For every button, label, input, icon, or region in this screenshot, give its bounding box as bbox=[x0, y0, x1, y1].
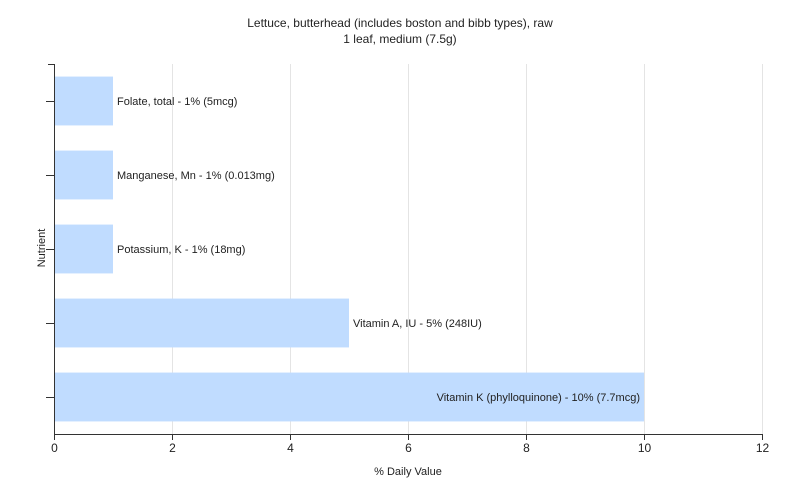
y-axis-label: Nutrient bbox=[36, 228, 48, 268]
data-label: Vitamin A, IU - 5% (248IU) bbox=[353, 318, 482, 330]
data-label: Vitamin K (phylloquinone) - 10% (7.7mcg) bbox=[437, 392, 640, 404]
x-tick-label: 0 bbox=[51, 441, 58, 455]
chart-title: Lettuce, butterhead (includes boston and… bbox=[247, 16, 553, 30]
data-label: Folate, total - 1% (5mcg) bbox=[117, 96, 237, 108]
x-tick-label: 12 bbox=[756, 441, 770, 455]
bar bbox=[55, 298, 349, 348]
bar bbox=[55, 76, 113, 126]
bar bbox=[55, 224, 113, 274]
bar bbox=[55, 372, 644, 422]
chart-subtitle: 1 leaf, medium (7.5g) bbox=[343, 32, 457, 46]
x-tick-label: 10 bbox=[638, 441, 652, 455]
data-label: Manganese, Mn - 1% (0.013mg) bbox=[117, 170, 275, 182]
x-tick-label: 2 bbox=[169, 441, 176, 455]
x-tick-label: 4 bbox=[287, 441, 294, 455]
x-tick-label: 8 bbox=[523, 441, 530, 455]
bar bbox=[55, 150, 113, 200]
x-tick-label: 6 bbox=[405, 441, 412, 455]
data-label: Potassium, K - 1% (18mg) bbox=[117, 244, 245, 256]
x-axis-label: % Daily Value bbox=[374, 466, 442, 478]
